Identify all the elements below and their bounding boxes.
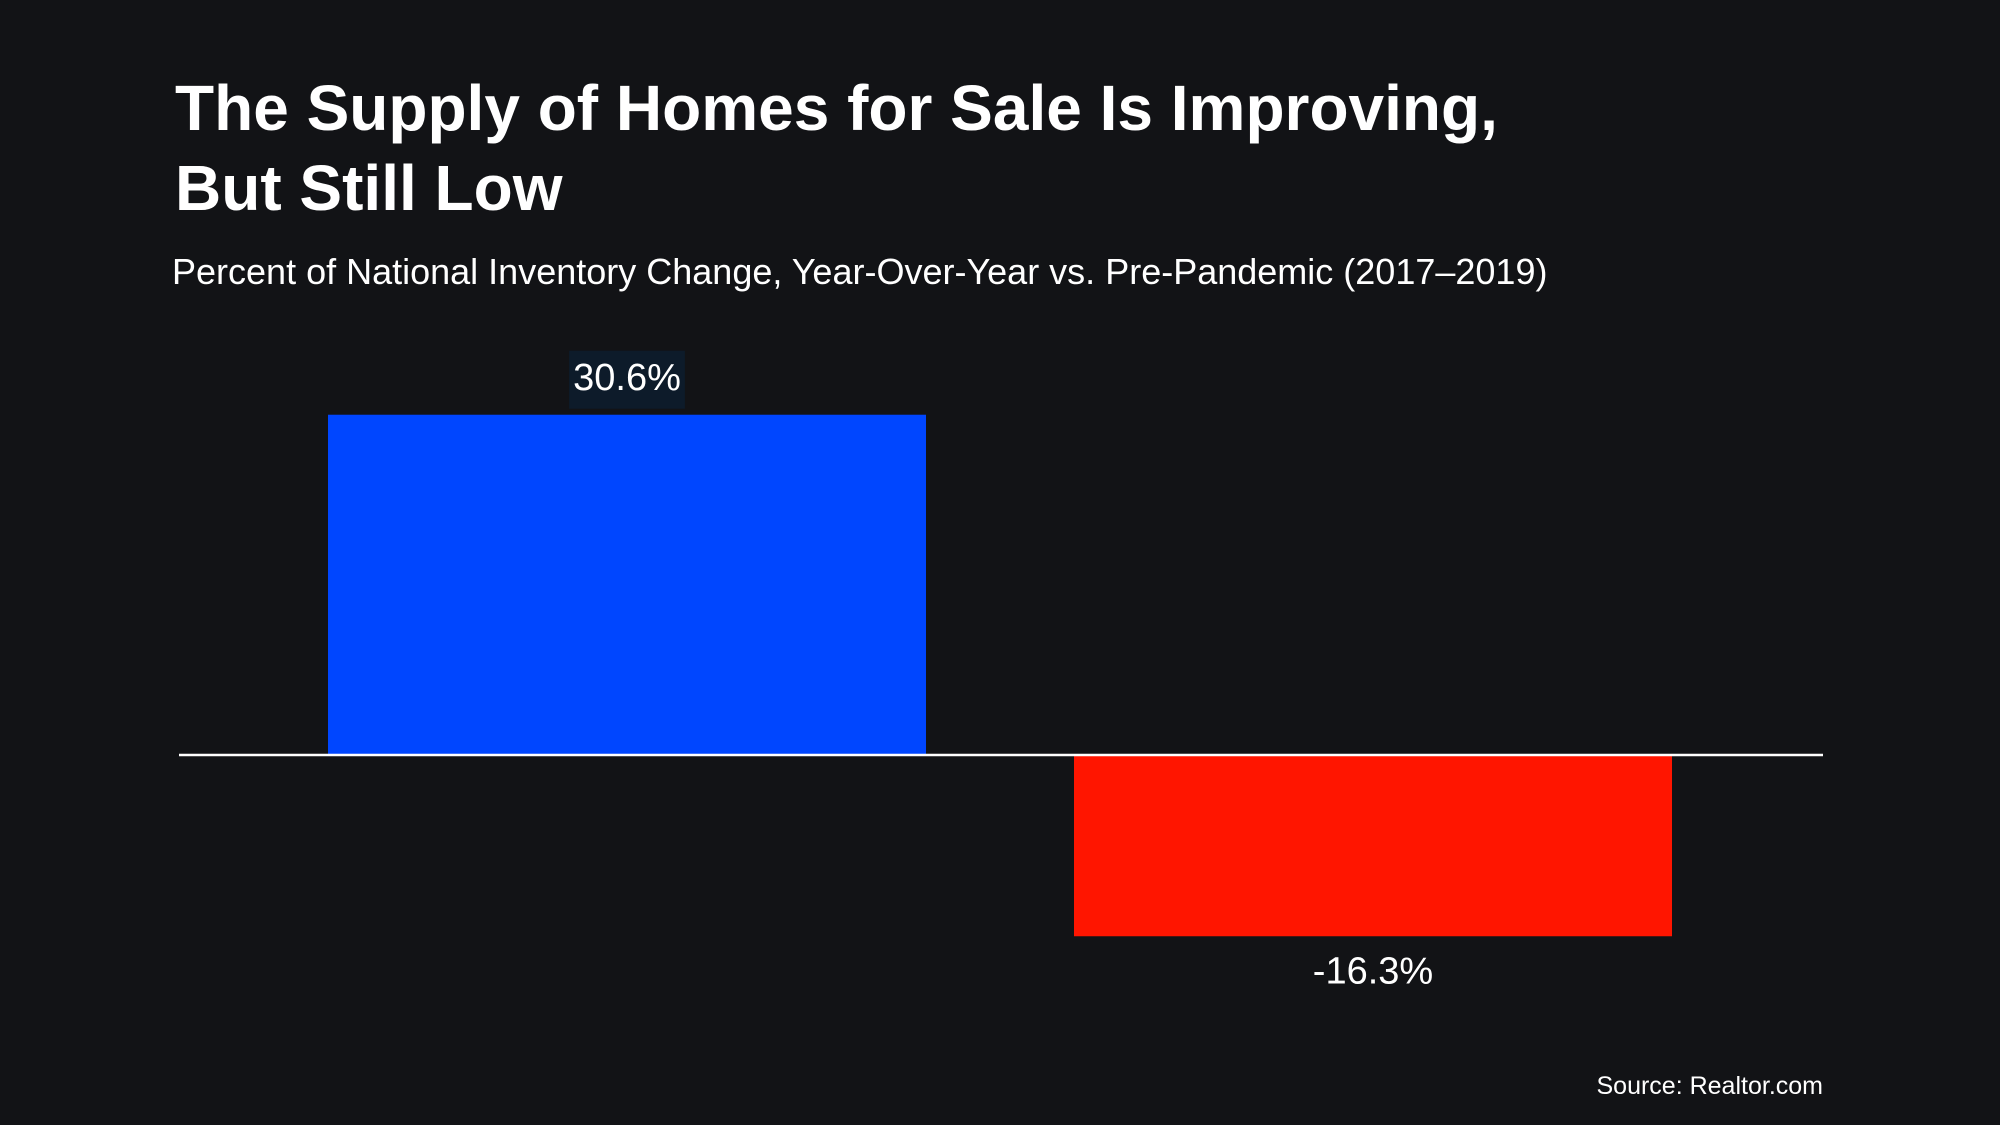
chart-subtitle: Percent of National Inventory Change, Ye… (172, 251, 1547, 292)
bar (1074, 755, 1672, 937)
value-label-bg (569, 350, 685, 409)
value-label: 30.6% (573, 357, 681, 399)
value-label: -16.3% (1313, 950, 1433, 992)
chart-title: But Still Low (175, 152, 563, 224)
bar (328, 414, 926, 755)
chart-title: The Supply of Homes for Sale Is Improvin… (175, 72, 1498, 144)
source: Source: Realtor.com (1597, 1072, 1824, 1100)
